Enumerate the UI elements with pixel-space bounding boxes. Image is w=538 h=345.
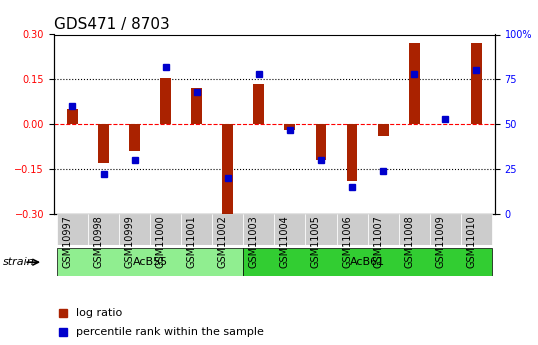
FancyBboxPatch shape [88,214,119,245]
Text: GSM11006: GSM11006 [342,215,352,268]
Text: percentile rank within the sample: percentile rank within the sample [76,327,264,337]
Text: strain: strain [3,257,34,267]
Text: AcB61: AcB61 [350,257,385,267]
Text: GSM10998: GSM10998 [94,215,103,268]
FancyBboxPatch shape [367,214,399,245]
Text: GSM11007: GSM11007 [373,215,383,268]
Text: GSM11002: GSM11002 [218,215,228,268]
FancyBboxPatch shape [336,214,367,245]
Text: GSM11005: GSM11005 [311,215,321,268]
Text: GSM11001: GSM11001 [187,215,197,268]
Text: GSM11004: GSM11004 [280,215,290,268]
Text: GSM11009: GSM11009 [435,215,445,268]
Bar [346,124,357,181]
Bar [471,43,482,124]
FancyBboxPatch shape [306,214,336,245]
Bar [129,124,140,151]
FancyBboxPatch shape [243,248,492,276]
FancyBboxPatch shape [181,214,213,245]
FancyBboxPatch shape [243,214,274,245]
Text: GSM11008: GSM11008 [404,215,414,268]
FancyBboxPatch shape [57,248,243,276]
Text: AcB55: AcB55 [132,257,168,267]
FancyBboxPatch shape [119,214,150,245]
Bar [98,124,109,163]
Bar [316,124,327,160]
Text: GSM10999: GSM10999 [125,215,134,268]
Bar [160,78,171,124]
FancyBboxPatch shape [150,214,181,245]
FancyBboxPatch shape [213,214,243,245]
Text: GSM11003: GSM11003 [249,215,259,268]
Bar [409,43,420,124]
FancyBboxPatch shape [274,214,306,245]
Bar [192,88,202,124]
Text: GSM11000: GSM11000 [155,215,166,268]
Bar [378,124,388,136]
Text: GDS471 / 8703: GDS471 / 8703 [54,17,169,32]
FancyBboxPatch shape [430,214,461,245]
FancyBboxPatch shape [461,214,492,245]
Bar [222,124,233,214]
Bar [285,124,295,130]
Text: log ratio: log ratio [76,308,122,318]
FancyBboxPatch shape [57,214,88,245]
Text: GSM11010: GSM11010 [466,215,476,268]
Text: GSM10997: GSM10997 [62,215,73,268]
FancyBboxPatch shape [399,214,430,245]
Bar [253,84,264,124]
Bar [67,109,78,124]
